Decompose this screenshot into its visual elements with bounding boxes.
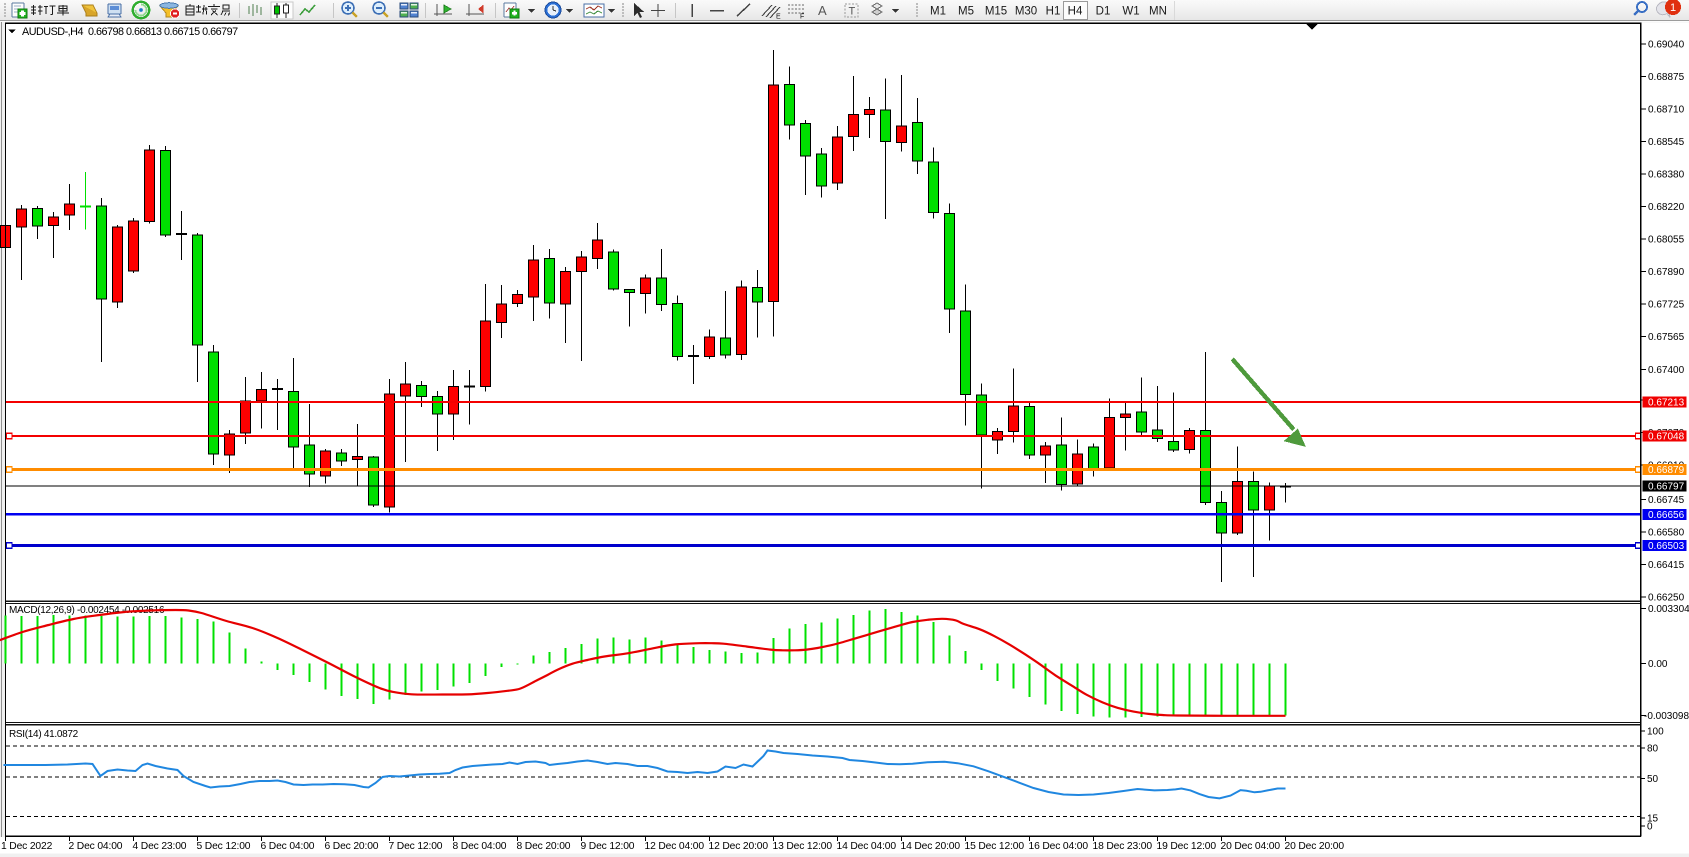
svg-text:12 Dec 20:00: 12 Dec 20:00: [709, 841, 769, 852]
svg-text:0.67890: 0.67890: [1648, 267, 1685, 278]
svg-text:MN: MN: [1149, 6, 1167, 18]
svg-text:0.68055: 0.68055: [1648, 235, 1685, 246]
svg-text:H1: H1: [1046, 6, 1061, 18]
svg-text:E: E: [776, 14, 781, 21]
svg-text:100: 100: [1647, 727, 1664, 738]
svg-text:M15: M15: [985, 6, 1007, 18]
svg-text:0.68875: 0.68875: [1648, 72, 1685, 83]
svg-text:16 Dec 04:00: 16 Dec 04:00: [1029, 841, 1089, 852]
svg-text:0.66656: 0.66656: [1648, 510, 1685, 521]
svg-text:14 Dec 20:00: 14 Dec 20:00: [901, 841, 961, 852]
svg-text:0.66797: 0.66797: [1648, 482, 1685, 493]
svg-text:M5: M5: [958, 6, 974, 18]
svg-text:0.68380: 0.68380: [1648, 170, 1685, 181]
svg-text:0.66580: 0.66580: [1648, 528, 1685, 539]
svg-text:0.68710: 0.68710: [1648, 104, 1685, 115]
svg-text:0.66745: 0.66745: [1648, 495, 1685, 506]
svg-text:MACD(12,26,9) -0.002454 -0.002: MACD(12,26,9) -0.002454 -0.002516: [9, 605, 165, 616]
svg-text:0.66415: 0.66415: [1648, 560, 1685, 571]
svg-text:7 Dec 12:00: 7 Dec 12:00: [389, 841, 443, 852]
svg-text:0.66879: 0.66879: [1648, 465, 1685, 476]
svg-text:15 Dec 12:00: 15 Dec 12:00: [965, 841, 1025, 852]
svg-text:20 Dec 20:00: 20 Dec 20:00: [1285, 841, 1345, 852]
svg-text:14 Dec 04:00: 14 Dec 04:00: [837, 841, 897, 852]
svg-text:0.66250: 0.66250: [1648, 593, 1685, 604]
svg-text:8 Dec 20:00: 8 Dec 20:00: [517, 841, 571, 852]
svg-text:2 Dec 04:00: 2 Dec 04:00: [69, 841, 123, 852]
svg-text:-0.003098: -0.003098: [1644, 711, 1689, 722]
svg-text:RSI(14) 41.0872: RSI(14) 41.0872: [9, 729, 79, 740]
svg-text:AUDUSD-,H4 0.66798 0.66813 0.: AUDUSD-,H4 0.66798 0.66813 0.66715 0.667…: [22, 26, 238, 38]
svg-text:0.67725: 0.67725: [1648, 300, 1685, 311]
svg-text:0.66503: 0.66503: [1648, 541, 1685, 552]
svg-text:H4: H4: [1068, 6, 1083, 18]
svg-text:20 Dec 04:00: 20 Dec 04:00: [1221, 841, 1281, 852]
svg-text:50: 50: [1647, 774, 1659, 785]
svg-text:0: 0: [1647, 821, 1653, 832]
svg-text:T: T: [849, 6, 856, 18]
svg-text:W1: W1: [1122, 6, 1139, 18]
svg-text:6 Dec 20:00: 6 Dec 20:00: [325, 841, 379, 852]
svg-text:0.67565: 0.67565: [1648, 332, 1685, 343]
svg-text:0.68220: 0.68220: [1648, 202, 1685, 213]
svg-text:80: 80: [1647, 743, 1659, 754]
svg-text:1: 1: [1670, 2, 1676, 14]
svg-text:8 Dec 04:00: 8 Dec 04:00: [453, 841, 507, 852]
svg-text:4 Dec 23:00: 4 Dec 23:00: [133, 841, 187, 852]
svg-text:12 Dec 04:00: 12 Dec 04:00: [645, 841, 705, 852]
svg-text:0.68545: 0.68545: [1648, 137, 1685, 148]
svg-text:0.67213: 0.67213: [1648, 398, 1685, 409]
svg-text:18 Dec 23:00: 18 Dec 23:00: [1093, 841, 1153, 852]
svg-text:19 Dec 12:00: 19 Dec 12:00: [1157, 841, 1217, 852]
svg-text:0.67400: 0.67400: [1648, 365, 1685, 376]
svg-text:1 Dec 2022: 1 Dec 2022: [1, 841, 53, 852]
svg-text:9 Dec 12:00: 9 Dec 12:00: [581, 841, 635, 852]
svg-text:F: F: [800, 14, 804, 21]
svg-text:15: 15: [1647, 814, 1659, 825]
svg-text:M1: M1: [930, 6, 946, 18]
svg-text:A: A: [818, 3, 827, 18]
svg-text:0.67048: 0.67048: [1648, 432, 1685, 443]
svg-text:0.69040: 0.69040: [1648, 39, 1685, 50]
svg-text:6 Dec 04:00: 6 Dec 04:00: [261, 841, 315, 852]
svg-text:5 Dec 12:00: 5 Dec 12:00: [197, 841, 251, 852]
svg-text:13 Dec 12:00: 13 Dec 12:00: [773, 841, 833, 852]
svg-text:0.00: 0.00: [1648, 659, 1668, 670]
svg-text:0.003304: 0.003304: [1648, 604, 1689, 615]
svg-text:D1: D1: [1096, 6, 1111, 18]
svg-text:M30: M30: [1015, 6, 1037, 18]
